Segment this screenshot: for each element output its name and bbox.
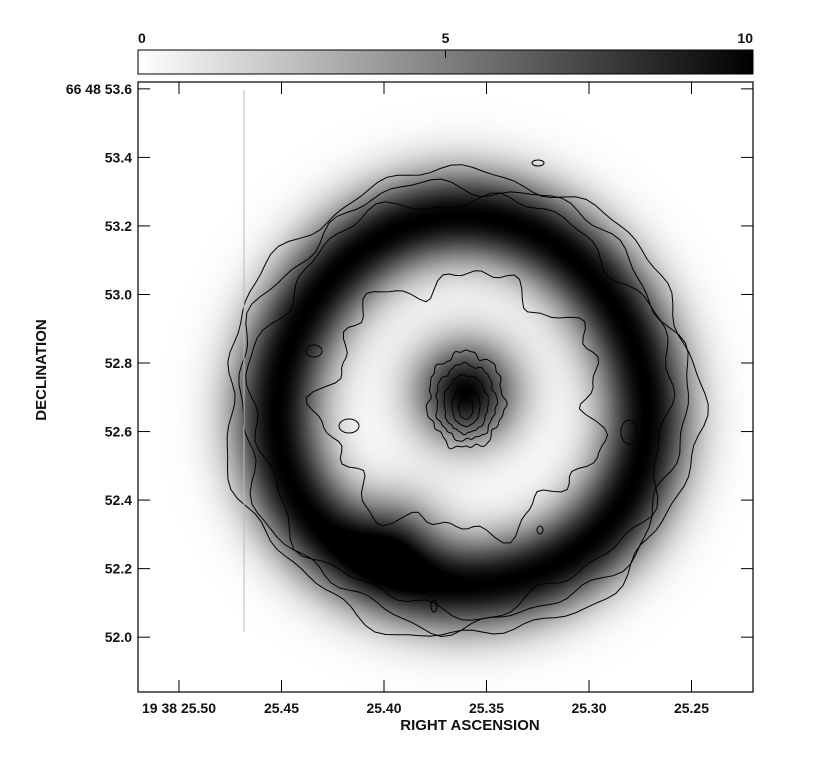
colorbar-tick-label: 5	[442, 30, 450, 46]
x-axis-title: RIGHT ASCENSION	[400, 717, 539, 734]
plot-frame	[137, 81, 754, 693]
contour-island	[338, 418, 360, 434]
y-axis-title: DECLINATION	[33, 319, 50, 420]
contour-core-2	[435, 361, 499, 442]
x-tick-labels: 19 38 25.50 25.45 25.40 25.35 25.30 25.25	[142, 700, 709, 716]
y-tick-label: 52.0	[105, 629, 132, 645]
y-tick-label: 52.8	[105, 355, 132, 371]
contour-third	[245, 192, 676, 621]
y-tick-label: 66 48 53.6	[66, 81, 132, 97]
y-tick-label: 52.4	[105, 492, 132, 508]
y-tick-label: 52.2	[105, 561, 132, 577]
colorbar-tick-label: 10	[737, 30, 753, 46]
y-tick-label: 53.0	[105, 286, 132, 302]
contour-lines	[226, 159, 709, 638]
contour-core-4	[451, 385, 481, 428]
x-tick-label: 25.45	[264, 700, 299, 716]
x-tick-label: 19 38 25.50	[142, 700, 216, 716]
contour-island	[305, 344, 323, 358]
contour-core-5	[458, 396, 474, 420]
x-tick-label: 25.40	[366, 700, 401, 716]
x-tick-label: 25.35	[469, 700, 504, 716]
axis-ticks	[138, 82, 753, 692]
contour-island	[536, 525, 544, 535]
colorbar-ticks: 0 5 10	[137, 30, 754, 58]
plot-area	[137, 81, 754, 693]
contour-island	[430, 599, 438, 613]
y-tick-label: 53.4	[105, 149, 132, 165]
contour-core-1	[425, 349, 508, 450]
intensity-image	[138, 82, 753, 692]
colorbar: 0 5 10	[137, 30, 754, 75]
x-tick-label: 25.30	[571, 700, 606, 716]
contour-fourth	[305, 270, 609, 544]
x-tick-label: 25.25	[674, 700, 709, 716]
contour-outer	[226, 164, 709, 637]
contour-island	[620, 419, 638, 445]
contour-island	[531, 159, 545, 167]
contour-core-3	[443, 374, 489, 436]
y-tick-label: 53.2	[105, 218, 132, 234]
colorbar-tick-label: 0	[138, 30, 146, 46]
contour-second	[238, 178, 689, 638]
y-tick-labels: 66 48 53.6 53.4 53.2 53.0 52.8 52.6 52.4 52.2 52…	[66, 81, 132, 645]
y-tick-label: 52.6	[105, 424, 132, 440]
